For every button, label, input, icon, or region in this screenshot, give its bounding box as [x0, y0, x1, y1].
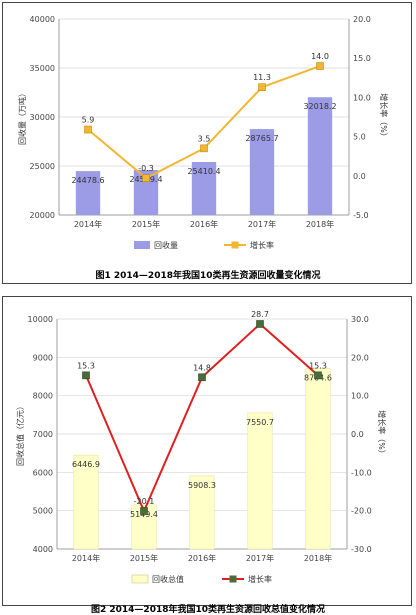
y-tick-label: 25000 [30, 162, 55, 171]
line-value-label: 3.5 [198, 134, 211, 143]
y-tick-label: 9000 [33, 353, 53, 362]
figure-2-caption: 图2 2014—2018年我国10类再生资源回收总值变化情况 [90, 605, 326, 615]
x-tick-label: 2016年 [188, 553, 216, 563]
bar [189, 475, 215, 550]
legend-label-line: 增长率 [250, 240, 274, 250]
y2-tick-label: 10.0 [353, 93, 371, 102]
y2-tick-label: 0.0 [351, 430, 364, 439]
y-tick-label: 10000 [28, 315, 53, 324]
x-tick-label: 2018年 [304, 553, 332, 563]
line-value-label: 11.3 [253, 73, 271, 82]
line-point [142, 174, 150, 182]
y2-axis-title: 增长率（%） [377, 410, 387, 458]
x-tick-label: 2016年 [190, 219, 218, 229]
y2-tick-label: -10.0 [351, 468, 372, 477]
chart-panel-2: 4000 5000 6000 7000 8000 9000 10000 -30.0 -20.0 -… [2, 296, 412, 606]
line-value-label: -0.3 [138, 164, 154, 173]
line-point [316, 62, 324, 70]
y2-tick-label: 5.0 [353, 133, 366, 142]
legend-swatch-bar [131, 574, 149, 584]
y-tick-label: 7000 [33, 430, 53, 439]
line-point [256, 320, 264, 328]
bar-value-label: 6446.9 [72, 460, 100, 469]
legend-swatch-bar [134, 241, 150, 249]
y-tick-label: 35000 [30, 64, 55, 73]
bar-value-label: 7550.7 [246, 418, 274, 427]
y2-tick-label: 20.0 [353, 15, 371, 24]
y-axis-title: 回收总值（亿元） [15, 402, 25, 466]
x-tick-label: 2018年 [306, 219, 334, 229]
x-tick-label: 2015年 [130, 553, 158, 563]
bar [305, 368, 331, 550]
x-tick-label: 2017年 [246, 553, 274, 563]
x-tick-label: 2017年 [248, 219, 276, 229]
bar [191, 161, 217, 215]
y-axis-title: 回收量（万吨） [17, 89, 27, 145]
growth-rate-line [87, 65, 321, 180]
x-tick-label: 2015年 [132, 219, 160, 229]
line-value-label: 15.3 [77, 361, 95, 370]
line-value-label: 14.0 [311, 52, 329, 61]
y2-tick-label: -30.0 [351, 545, 372, 554]
line-point [314, 371, 322, 380]
y2-tick-label: 0.0 [353, 172, 366, 181]
bar-value-label: 25410.4 [187, 167, 220, 176]
y-tick-label: 5000 [33, 507, 53, 516]
bar [249, 129, 275, 215]
y-tick-label: 4000 [33, 545, 53, 554]
y2-tick-label: -20.0 [351, 507, 372, 516]
line-point [198, 373, 206, 382]
legend-swatch-marker [229, 575, 237, 583]
legend-label-bar: 回收总值 [152, 574, 184, 584]
bar-value-label: 32018.2 [303, 102, 336, 111]
y2-axis-title: 增长率（%） [379, 93, 389, 141]
y2-tick-label: 20.0 [351, 353, 369, 362]
line-value-label: 14.8 [193, 363, 211, 372]
line-point [140, 507, 148, 515]
y2-tick-label: 30.0 [351, 315, 369, 324]
line-point [258, 83, 266, 92]
legend-label-line: 增长率 [248, 574, 272, 584]
legend-swatch-marker [231, 241, 239, 249]
line-value-label: 15.3 [309, 361, 327, 370]
y-tick-label: 8000 [33, 392, 53, 401]
y2-tick-label: 15.0 [353, 54, 371, 63]
bar [73, 454, 99, 550]
bar-value-label: 5908.3 [188, 481, 216, 490]
bar [247, 412, 273, 550]
y-tick-label: 30000 [30, 113, 55, 122]
chart-panel-1: 20000 25000 30000 35000 40000 -5.0 0.0 5.0 10.0 1… [2, 2, 412, 284]
bar-value-label: 24478.6 [71, 176, 104, 185]
recovery-volume-chart: 20000 25000 30000 35000 40000 -5.0 0.0 5.0 10.0 1… [17, 15, 389, 250]
line-value-label: -20.1 [134, 497, 155, 506]
line-point [200, 144, 208, 153]
y-tick-label: 40000 [30, 15, 55, 24]
line-point [82, 371, 90, 380]
y2-tick-label: -5.0 [353, 211, 369, 220]
x-tick-label: 2014年 [72, 553, 100, 563]
y2-tick-label: 10.0 [351, 392, 369, 401]
line-value-label: 28.7 [251, 310, 269, 319]
legend-label-bar: 回收量 [154, 240, 178, 250]
y-tick-label: 20000 [30, 211, 55, 220]
bar [307, 97, 333, 215]
figure-1-caption: 图1 2014—2018年我国10类再生资源回收量变化情况 [95, 271, 321, 281]
line-value-label: 5.9 [82, 116, 95, 125]
bar [75, 171, 101, 215]
x-tick-label: 2014年 [74, 219, 102, 229]
bar-value-label: 28765.7 [245, 134, 278, 143]
y-tick-label: 6000 [33, 468, 53, 477]
line-point [84, 125, 92, 134]
recovery-value-chart: 4000 5000 6000 7000 8000 9000 10000 -30.0 -20.0 -… [15, 310, 387, 584]
